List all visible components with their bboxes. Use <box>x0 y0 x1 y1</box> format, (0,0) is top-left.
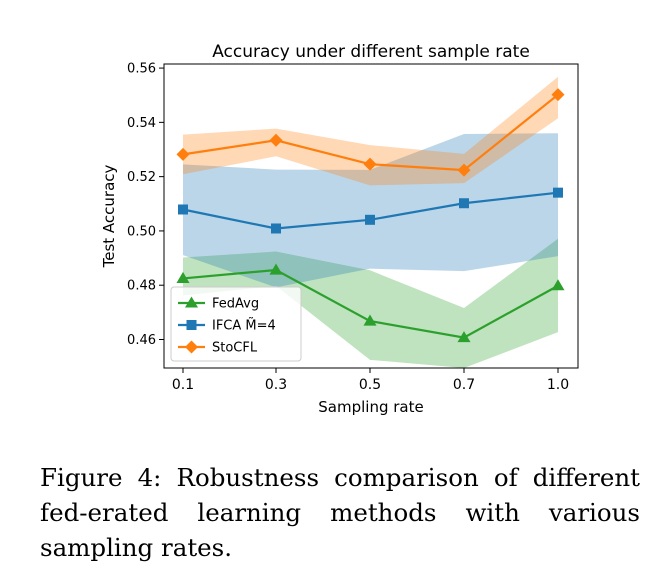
point-series-2-1 <box>269 133 283 147</box>
x-tick-label-0: 0.1 <box>172 377 194 393</box>
y-axis-label: Test Accuracy <box>100 164 118 268</box>
point-series-0-2 <box>363 314 377 326</box>
point-series-1-1 <box>271 223 281 234</box>
y-tick-label-3: 0.52 <box>127 170 156 185</box>
x-axis-ticks: 0.1 0.3 0.5 0.7 1.0 <box>172 368 569 393</box>
legend-label-1: IFCA M̃=4 <box>212 318 276 333</box>
point-series-0-3 <box>457 331 471 343</box>
x-tick-label-4: 1.0 <box>547 377 569 393</box>
x-axis-label: Sampling rate <box>318 398 423 416</box>
point-series-2-2 <box>363 157 377 171</box>
point-series-2-0 <box>176 147 190 161</box>
point-series-1-3 <box>459 198 469 209</box>
plot-frame <box>163 63 579 369</box>
legend: FedAvg IFCA M̃=4 StoCFL <box>170 286 302 362</box>
y-tick-label-1: 0.48 <box>127 279 156 294</box>
legend-box <box>170 286 302 362</box>
y-tick-label-4: 0.54 <box>127 116 156 131</box>
point-series-0-0 <box>176 271 190 283</box>
legend-label-0: FedAvg <box>212 297 259 312</box>
band-series-2 <box>183 76 558 186</box>
legend-marker-1 <box>186 320 197 330</box>
chart-title: Accuracy under different sample rate <box>212 42 530 62</box>
point-series-1-2 <box>365 214 375 225</box>
x-tick-label-2: 0.5 <box>359 377 381 393</box>
y-tick-label-5: 0.56 <box>127 62 156 77</box>
legend-marker-0 <box>185 296 198 308</box>
point-series-2-4 <box>551 88 565 102</box>
x-tick-label-3: 0.7 <box>453 377 475 393</box>
legend-marker-2 <box>185 340 198 354</box>
y-tick-label-0: 0.46 <box>127 333 156 348</box>
y-axis-ticks: 0.46 0.48 0.50 0.52 0.54 0.56 <box>127 62 164 348</box>
point-series-1-0 <box>178 204 188 215</box>
figure-caption: Figure 4: Robustness comparison of diffe… <box>40 463 640 562</box>
y-tick-label-2: 0.50 <box>127 224 156 239</box>
point-series-0-1 <box>269 263 283 275</box>
legend-label-2: StoCFL <box>212 341 258 356</box>
chart: Accuracy under different sample rate 0.4… <box>100 42 579 416</box>
series-lines <box>176 88 565 343</box>
point-series-0-4 <box>551 279 565 291</box>
x-tick-label-1: 0.3 <box>265 377 287 393</box>
point-series-2-3 <box>457 163 471 177</box>
point-series-1-4 <box>553 187 563 198</box>
